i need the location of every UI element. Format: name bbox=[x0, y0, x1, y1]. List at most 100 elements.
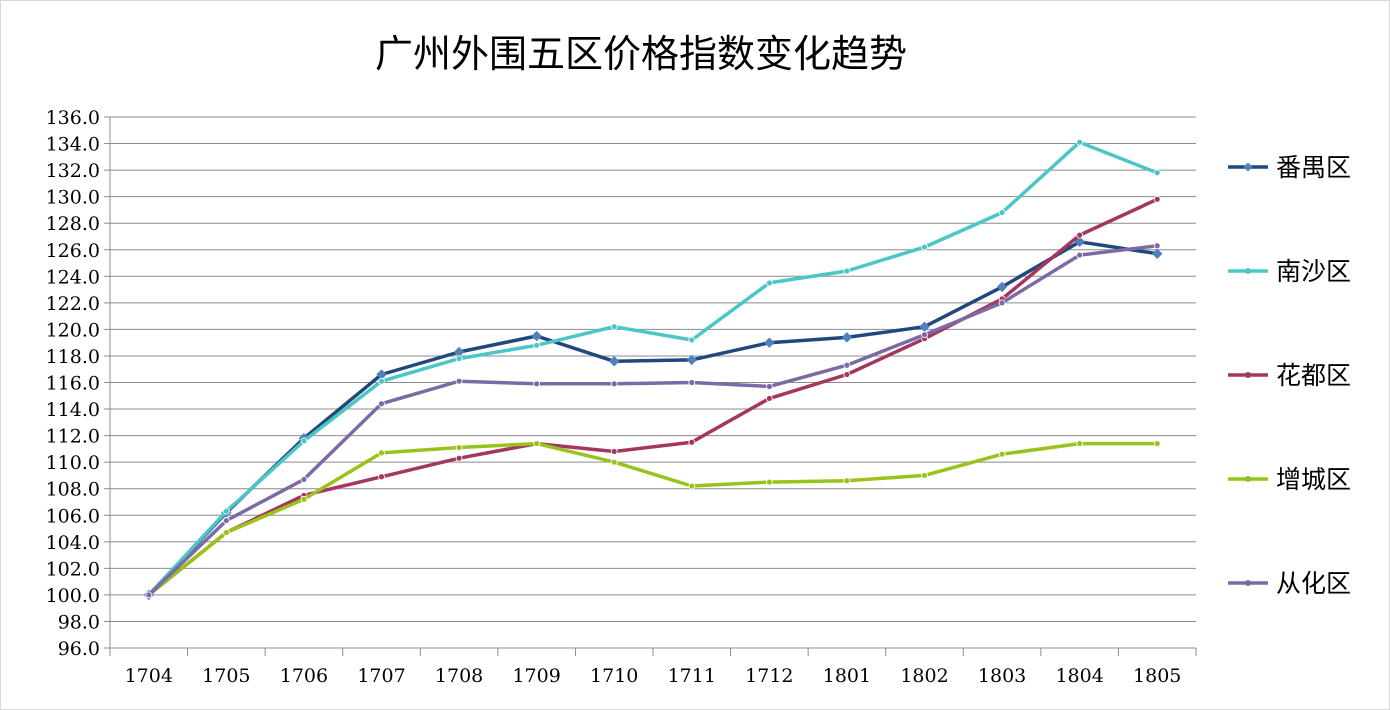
x-tick-label: 1710 bbox=[590, 665, 638, 687]
y-tick-label: 114.0 bbox=[46, 399, 100, 421]
y-tick-label: 102.0 bbox=[46, 558, 100, 580]
data-point bbox=[688, 379, 696, 386]
data-point bbox=[455, 355, 463, 363]
data-point bbox=[688, 438, 696, 446]
data-point bbox=[378, 377, 385, 385]
data-point bbox=[378, 473, 385, 481]
data-point bbox=[686, 354, 697, 366]
series-line-3 bbox=[147, 197, 1159, 597]
data-point bbox=[998, 209, 1006, 216]
y-tick-label: 116.0 bbox=[46, 373, 100, 395]
data-point bbox=[222, 507, 230, 515]
data-point bbox=[222, 529, 230, 536]
data-point bbox=[1076, 440, 1084, 447]
data-point bbox=[1153, 440, 1161, 447]
x-tick-label: 1709 bbox=[512, 665, 560, 687]
data-point bbox=[688, 482, 696, 490]
data-point bbox=[610, 458, 618, 466]
legend-label: 增城区 bbox=[1276, 465, 1351, 494]
data-point bbox=[996, 281, 1008, 293]
data-point bbox=[378, 449, 385, 457]
y-tick-label: 130.0 bbox=[46, 187, 100, 209]
x-tick-label: 1707 bbox=[357, 665, 405, 687]
data-point bbox=[1076, 251, 1084, 259]
legend-marker bbox=[1245, 580, 1251, 586]
data-point bbox=[998, 299, 1006, 307]
y-tick-label: 134.0 bbox=[46, 134, 100, 156]
data-point bbox=[843, 361, 851, 369]
x-tick-label: 1802 bbox=[900, 665, 948, 687]
y-tick-label: 120.0 bbox=[46, 319, 100, 341]
data-point bbox=[1076, 231, 1084, 239]
data-point bbox=[764, 337, 775, 348]
y-tick-label: 132.0 bbox=[46, 160, 100, 182]
legend-marker bbox=[1245, 476, 1251, 482]
data-point bbox=[1153, 169, 1161, 177]
data-point bbox=[1074, 236, 1085, 247]
data-point bbox=[531, 330, 542, 342]
x-tick-label: 1804 bbox=[1055, 665, 1103, 687]
data-point bbox=[921, 243, 928, 251]
x-tick-label: 1805 bbox=[1133, 665, 1181, 687]
data-point bbox=[921, 472, 928, 479]
data-point bbox=[455, 377, 463, 385]
data-point bbox=[998, 450, 1006, 458]
data-point bbox=[919, 321, 930, 332]
data-point bbox=[455, 444, 463, 451]
legend-label: 南沙区 bbox=[1276, 257, 1351, 286]
data-point bbox=[609, 356, 620, 367]
data-point bbox=[765, 478, 773, 486]
legend-label: 从化区 bbox=[1276, 569, 1351, 598]
data-point bbox=[921, 331, 928, 339]
data-point bbox=[300, 437, 308, 445]
data-point bbox=[765, 383, 773, 390]
data-point bbox=[610, 448, 618, 455]
x-tick-label: 1711 bbox=[668, 665, 716, 687]
data-point bbox=[688, 336, 696, 344]
data-point bbox=[765, 279, 773, 287]
x-tick-label: 1706 bbox=[280, 665, 328, 687]
data-point bbox=[300, 476, 308, 483]
x-tick-label: 1803 bbox=[978, 665, 1026, 687]
x-tick-label: 1801 bbox=[823, 665, 871, 687]
data-point bbox=[841, 332, 853, 343]
y-tick-label: 108.0 bbox=[46, 479, 100, 501]
legend-label: 花都区 bbox=[1276, 361, 1351, 390]
series-line-4 bbox=[147, 441, 1159, 597]
y-tick-label: 128.0 bbox=[46, 213, 100, 235]
series-line-2 bbox=[147, 140, 1159, 597]
data-point bbox=[610, 380, 618, 388]
chart-title: 广州外围五区价格指数变化趋势 bbox=[374, 32, 907, 76]
y-tick-label: 96.0 bbox=[58, 638, 100, 660]
legend-marker bbox=[1245, 372, 1251, 378]
y-tick-label: 118.0 bbox=[46, 346, 100, 368]
data-point bbox=[453, 346, 465, 358]
y-tick-label: 124.0 bbox=[46, 266, 100, 288]
y-tick-label: 122.0 bbox=[46, 293, 100, 315]
data-point bbox=[1152, 248, 1163, 259]
data-point bbox=[765, 395, 773, 402]
data-point bbox=[1153, 242, 1161, 250]
x-tick-label: 1708 bbox=[435, 665, 483, 687]
data-point bbox=[1153, 195, 1161, 203]
data-point bbox=[300, 495, 308, 503]
y-tick-label: 136.0 bbox=[46, 107, 100, 129]
y-tick-label: 100.0 bbox=[46, 585, 100, 607]
series-line-1 bbox=[147, 240, 1159, 597]
y-tick-label: 126.0 bbox=[46, 240, 100, 262]
x-tick-label: 1705 bbox=[202, 665, 250, 687]
x-tick-label: 1712 bbox=[745, 665, 793, 687]
data-point bbox=[533, 440, 541, 447]
data-point bbox=[843, 371, 851, 378]
data-point bbox=[610, 323, 618, 331]
data-point bbox=[222, 517, 230, 524]
data-point bbox=[843, 477, 851, 485]
data-point bbox=[378, 400, 385, 408]
series-line-5 bbox=[147, 244, 1159, 597]
legend-label: 番禺区 bbox=[1276, 153, 1351, 182]
x-tick-label: 1704 bbox=[125, 665, 173, 687]
y-tick-label: 106.0 bbox=[46, 505, 100, 527]
data-point bbox=[1076, 138, 1084, 146]
